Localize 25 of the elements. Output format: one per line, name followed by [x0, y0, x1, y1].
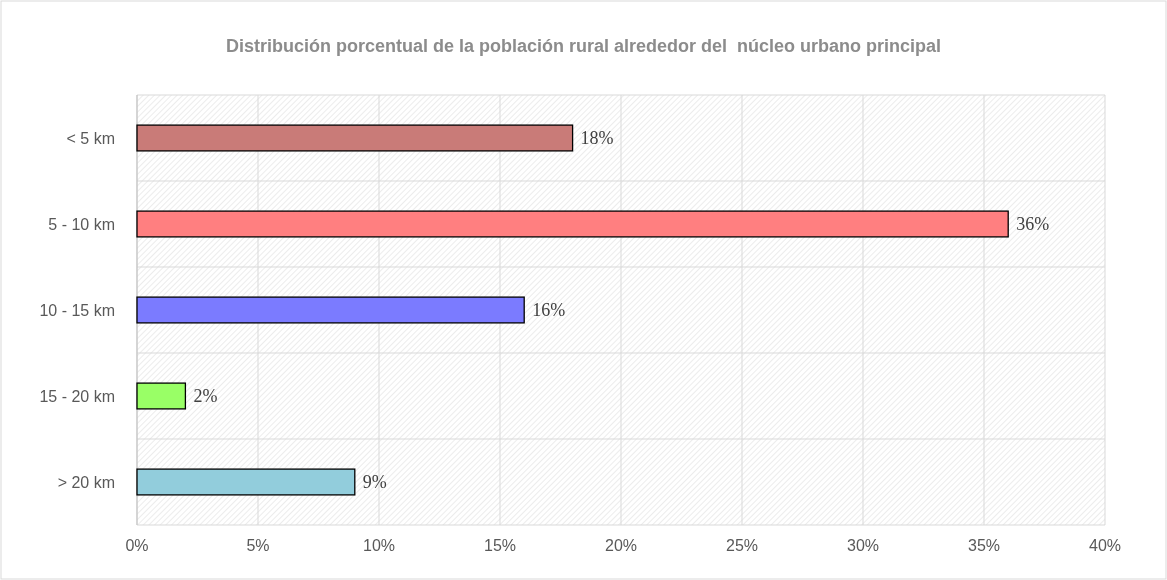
x-tick-label: 15% [483, 537, 517, 554]
data-label: 2% [193, 386, 218, 406]
bar [136, 468, 356, 496]
y-tick-label: 5 - 10 km [48, 215, 115, 233]
x-tick-label: 0% [125, 537, 149, 554]
bar [136, 382, 187, 410]
data-label: 18% [580, 128, 614, 148]
x-tick-label: 35% [967, 537, 1001, 554]
y-tick-label: 10 - 15 km [39, 301, 115, 319]
data-label: 9% [362, 472, 387, 492]
bar [136, 210, 1009, 238]
data-label: 16% [532, 300, 566, 320]
y-tick-label: < 5 km [66, 129, 115, 147]
x-tick-label: 10% [362, 537, 396, 554]
bar [136, 296, 525, 324]
x-tick-label: 30% [846, 537, 880, 554]
x-tick-label: 20% [604, 537, 638, 554]
data-label: 36% [1016, 214, 1050, 234]
y-tick-label: > 20 km [57, 473, 115, 491]
chart-title: Distribución porcentual de la población rural alrededor del núcleo urbano principal [225, 36, 942, 56]
bar [136, 124, 574, 152]
y-tick-label: 15 - 20 km [39, 387, 115, 405]
x-tick-label: 5% [246, 537, 270, 554]
x-tick-label: 25% [725, 537, 759, 554]
x-tick-label: 40% [1088, 537, 1122, 554]
